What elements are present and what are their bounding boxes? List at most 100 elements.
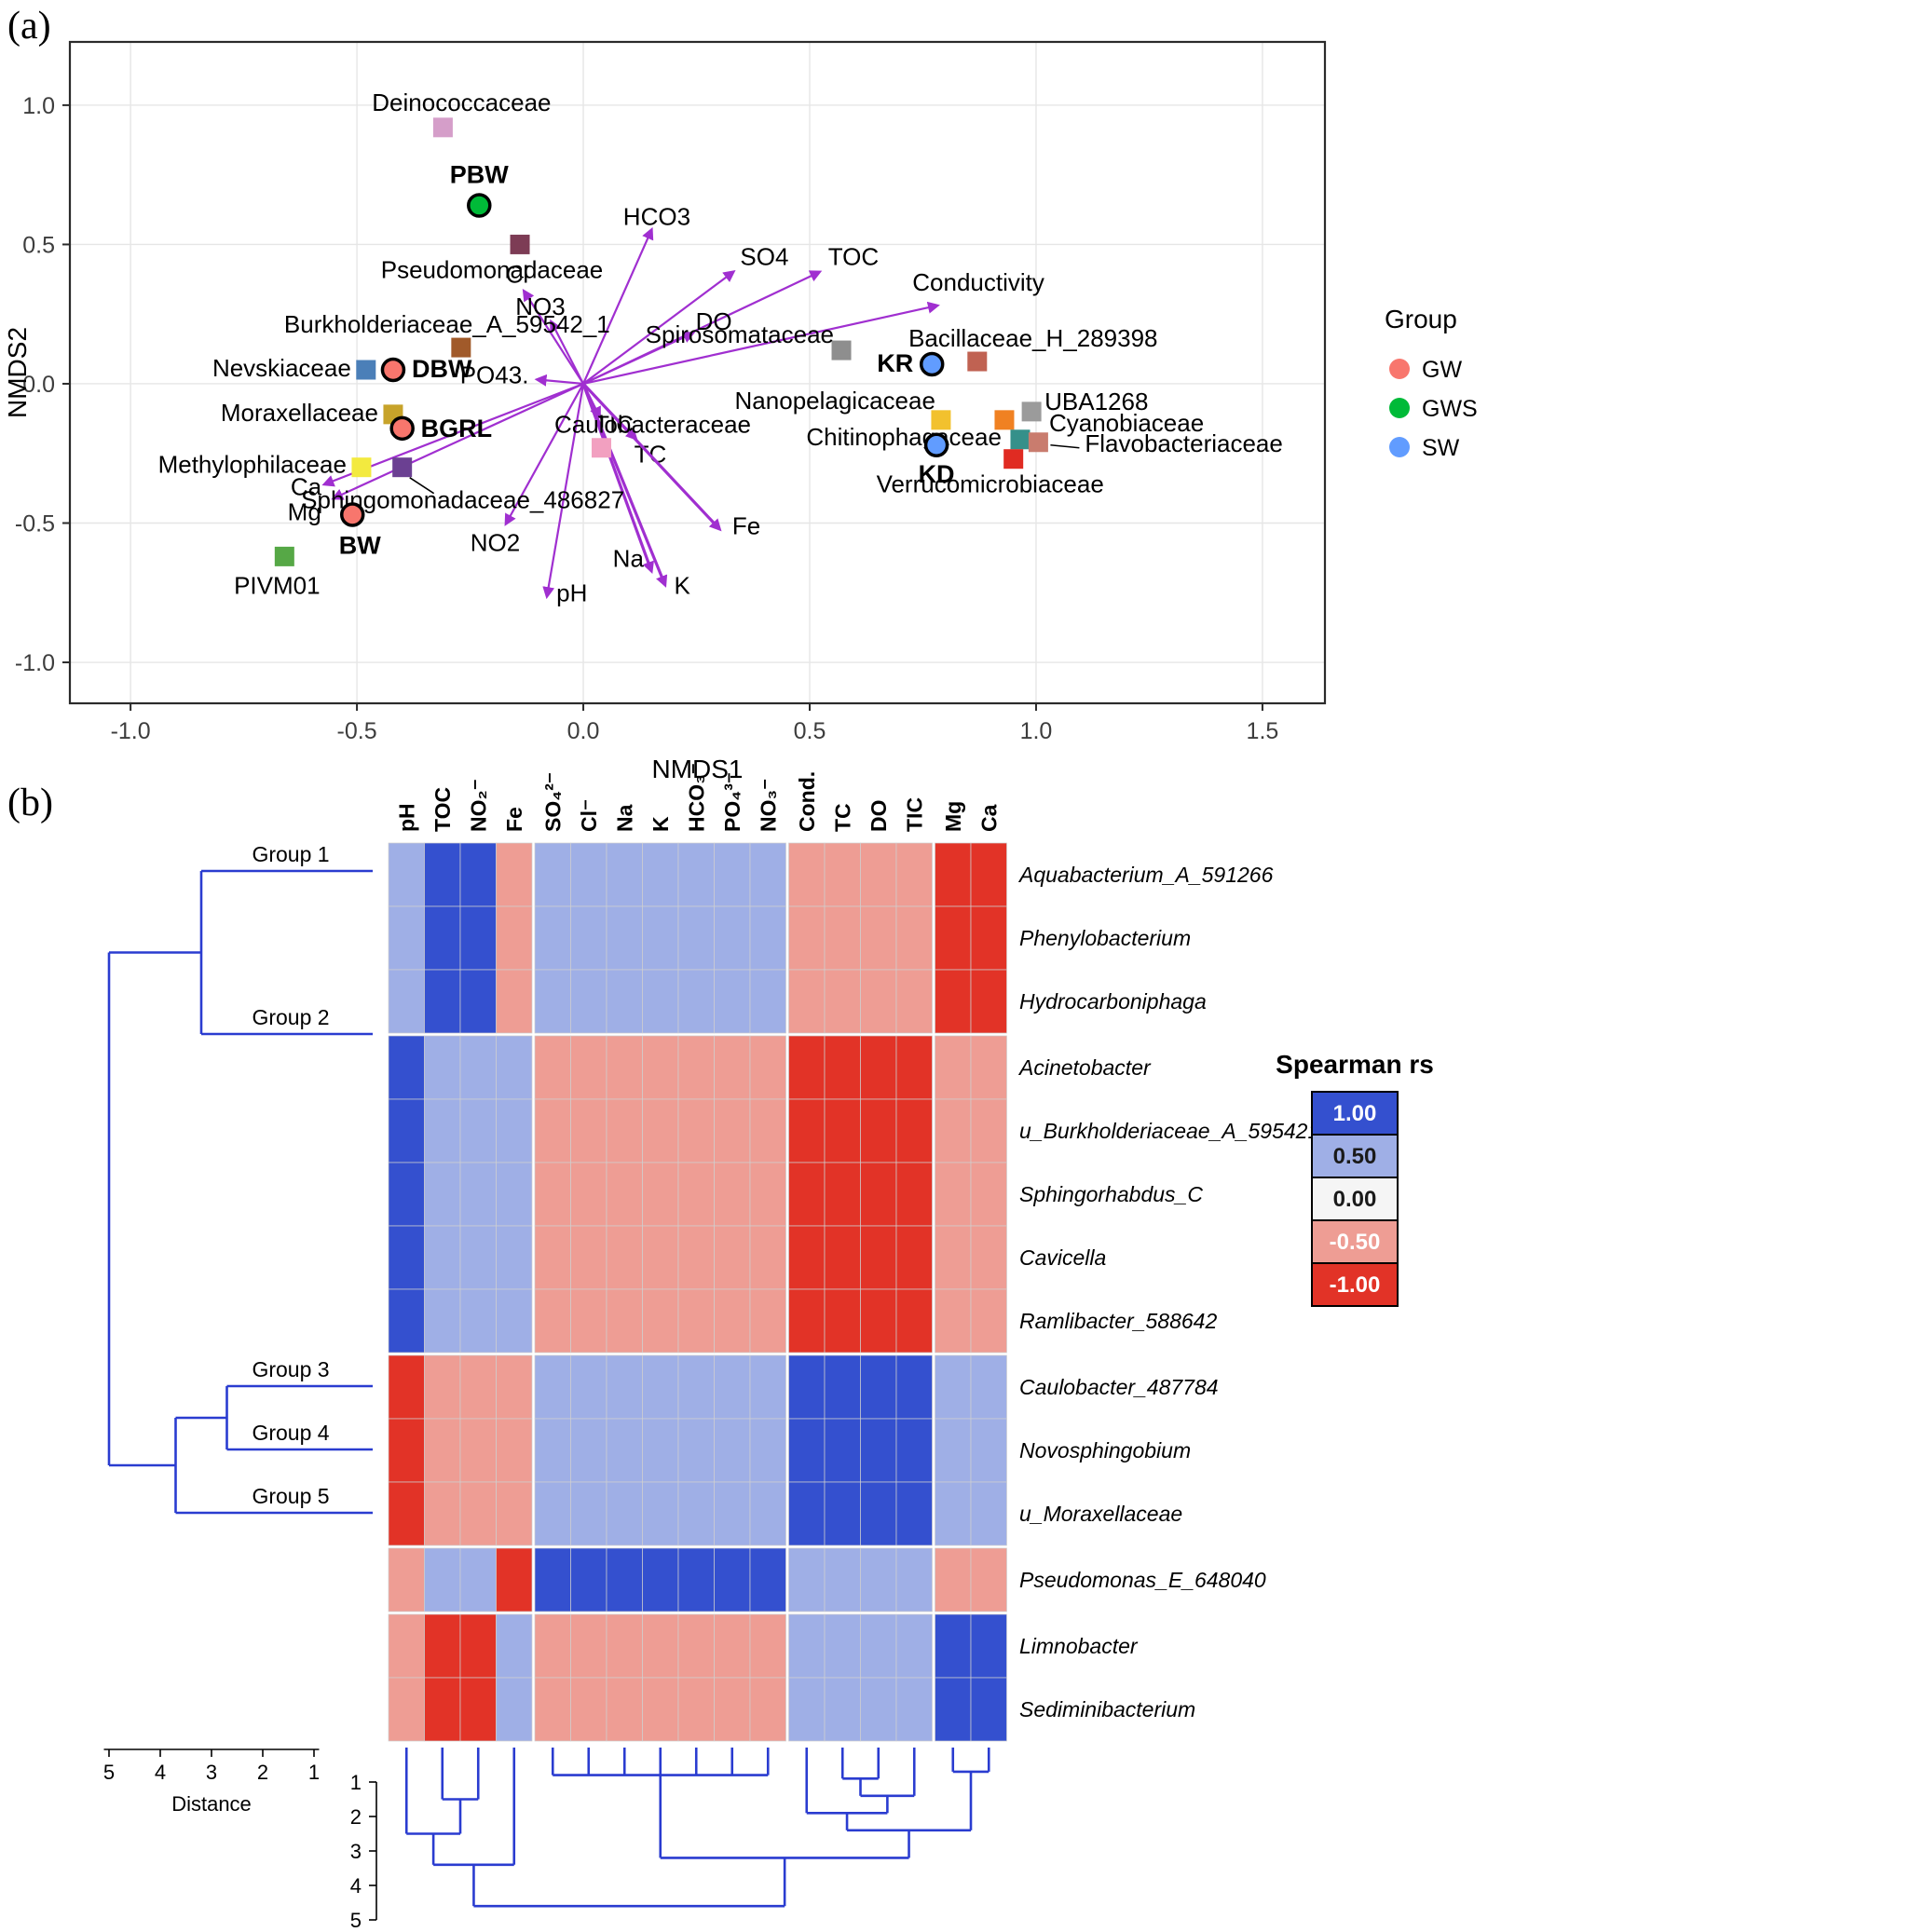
heatmap-cell [970,1547,1007,1612]
heatmap-cell [642,1288,679,1354]
depth-axis-tick-label: 1 [350,1771,362,1794]
heatmap-cell [749,1288,786,1354]
taxa-label: Nanopelagicaceae [735,387,935,415]
env-vector-label: pH [556,578,587,606]
y-tick-label: -0.5 [15,510,55,537]
cluster-group-label: Group 3 [252,1357,329,1381]
heatmap-cell [496,1288,533,1354]
group-legend-item-label: SW [1422,435,1460,461]
heatmap-cell [534,1677,571,1742]
heatmap-col-header: PO₄³⁻ [720,772,744,832]
env-vector-arrow [534,374,584,387]
x-tick-label: 0.0 [567,718,600,744]
heatmap-cell [970,1613,1007,1679]
heatmap-cell [935,1418,972,1483]
taxa-point [432,117,453,138]
spearman-legend-value: 1.00 [1333,1101,1377,1126]
heatmap-cell [642,1162,679,1227]
heatmap-cell [388,1354,425,1420]
heatmap-cell [714,1354,751,1420]
heatmap-cell [714,1481,751,1546]
heatmap-cell [424,842,461,907]
cluster-group-label: Group 2 [252,1005,329,1029]
heatmap-cell [714,1162,751,1227]
taxa-point [451,337,471,358]
sample-point [923,432,949,458]
heatmap-cell [677,1225,715,1290]
env-vector-arrow [504,383,585,526]
spearman-legend-value: 0.50 [1333,1144,1377,1169]
heatmap-row-label: Ramlibacter_588642 [1019,1309,1217,1333]
heatmap-cell [534,1613,571,1679]
heatmap-cell [459,1162,497,1227]
heatmap-cell [606,1677,643,1742]
heatmap-cell [970,1354,1007,1420]
heatmap-cell [606,1354,643,1420]
env-vector-label: HCO3 [623,202,690,230]
heatmap-cell [606,1288,643,1354]
heatmap-cell [895,1354,933,1420]
heatmap-cell [749,1035,786,1100]
heatmap-cell [570,969,607,1034]
depth-axis-tick-label: 2 [350,1805,362,1829]
sample-point [389,415,415,442]
taxa-label: Cyanobiaceae [1049,409,1204,437]
heatmap-col-header: TC [830,803,854,832]
heatmap-cell [677,1418,715,1483]
heatmap-cell [824,1481,861,1546]
heatmap-cell [459,1098,497,1163]
heatmap-cell [749,1162,786,1227]
heatmap-col-header: TOC [430,787,455,832]
taxa-label: UBA1268 [1044,388,1148,415]
y-tick-label: 0.5 [22,232,55,258]
env-vector-arrow [582,270,736,385]
heatmap-panel: pH TOC NO₂⁻ Fe SO₄²⁻ Cl⁻ Na K HCO₃⁻ PO₄³⁻ NO₃⁻ Cond… [103,764,1434,1932]
heatmap-cell [677,1288,715,1354]
depth-axis-tick-label: 3 [350,1840,362,1863]
heatmap-cell [570,1547,607,1612]
distance-axis-tick-label: 5 [103,1761,115,1784]
taxa-label: Methylophilaceae [158,451,347,479]
heatmap-cell [935,1098,972,1163]
heatmap-col-header: NO₃⁻ [756,779,780,832]
heatmap-cell [935,1481,972,1546]
heatmap-cell [860,1035,897,1100]
heatmap-row-label: Novosphingobium [1019,1438,1191,1463]
heatmap-cell [459,1225,497,1290]
heatmap-col-header: HCO₃⁻ [684,764,708,832]
taxa-point [1021,401,1042,422]
heatmap-cell [935,1354,972,1420]
heatmap-cell [534,1225,571,1290]
heatmap-row-label: Hydrocarboniphaga [1019,989,1207,1014]
heatmap-cell [677,905,715,971]
heatmap-cell [606,1035,643,1100]
heatmap-cell [424,905,461,971]
sample-label: DBW [412,355,472,383]
heatmap-row-label: Sphingorhabdus_C [1019,1182,1203,1206]
sample-label: KR [877,349,913,377]
sample-point [380,357,406,383]
taxa-label: Bacillaceae_H_289398 [908,324,1157,352]
heatmap-cell [860,905,897,971]
sample-point [339,502,365,527]
taxa-point [392,457,413,478]
env-vector-label: TOC [828,242,879,270]
heatmap-cell [534,842,571,907]
heatmap-cell [570,1035,607,1100]
heatmap-cell [749,969,786,1034]
heatmap-cell [642,1225,679,1290]
heatmap-cell [388,1225,425,1290]
heatmap-cell [642,1613,679,1679]
group-legend-swatch [1389,437,1410,457]
heatmap-cell [606,969,643,1034]
heatmap-cell [496,1418,533,1483]
heatmap-row-label: Pseudomonas_E_648040 [1019,1568,1266,1592]
heatmap-cell [459,969,497,1034]
heatmap-col-header: pH [394,803,418,832]
heatmap-cell [860,1354,897,1420]
env-vector-arrow [582,332,696,385]
heatmap-col-header: SO₄²⁻ [540,772,565,832]
label-leader-line [1050,444,1080,449]
taxa-label: Nevskiaceae [212,354,351,382]
heatmap-cell [935,1613,972,1679]
